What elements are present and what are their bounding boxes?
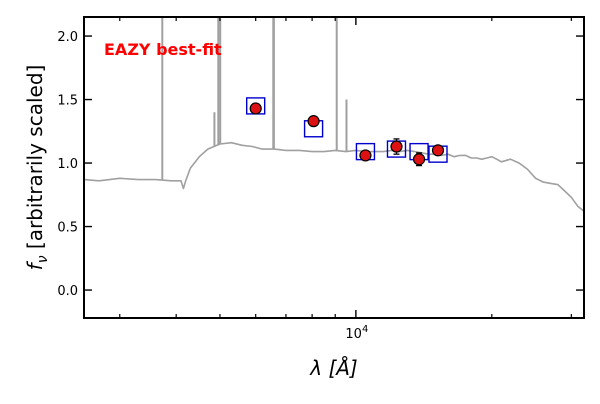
- plot-frame: [83, 16, 585, 319]
- x-tick-label: 104: [345, 324, 368, 342]
- y-tick-label: 0.5: [57, 221, 78, 236]
- y-tick-label: 0.0: [57, 284, 78, 299]
- observed-flux-point: [390, 140, 403, 153]
- y-axis-label: fν [arbitrarily scaled]: [23, 65, 51, 271]
- y-tick-label: 1.5: [57, 94, 78, 109]
- observed-flux-point: [249, 102, 262, 115]
- axes: [83, 16, 585, 319]
- y-tick-label: 2.0: [57, 30, 78, 45]
- eazy-bestfit-annotation: EAZY best-fit: [104, 40, 222, 59]
- observed-flux-point: [359, 149, 372, 162]
- y-tick-label: 1.0: [57, 157, 78, 172]
- labels: 0.0 0.5 1.0 1.5 2.0 104 λ [Å] fν [arbitrarily s…: [23, 30, 368, 380]
- template-spectrum-line: [84, 141, 584, 212]
- observed-flux-point: [307, 115, 320, 128]
- x-axis-label: λ [Å]: [309, 356, 357, 380]
- observed-flux-point: [412, 153, 426, 166]
- observed-flux-point: [431, 144, 445, 157]
- plot-area: [84, 17, 584, 212]
